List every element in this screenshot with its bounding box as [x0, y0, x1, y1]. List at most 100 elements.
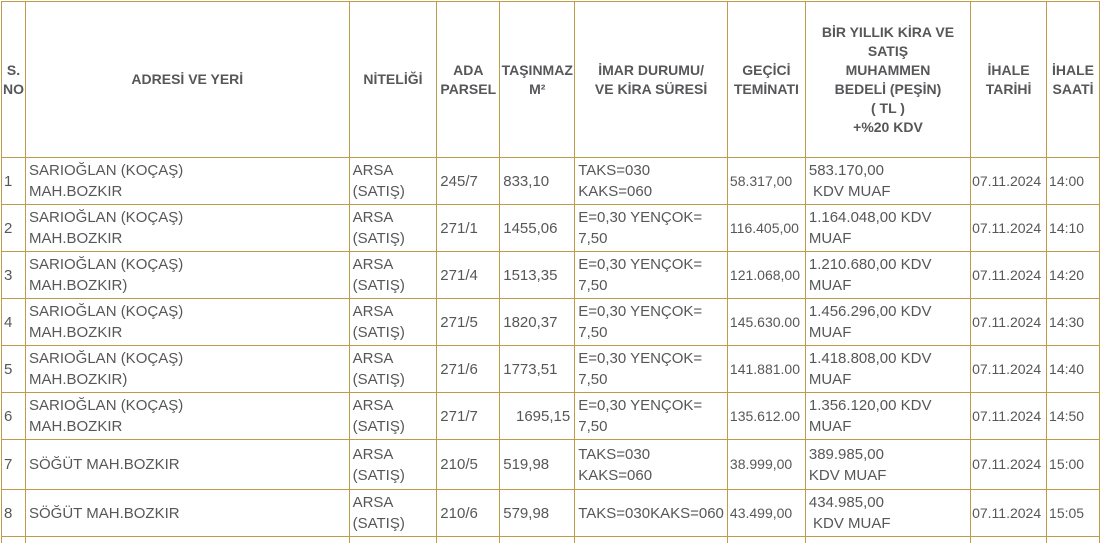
partial-cell [970, 536, 1048, 543]
table-row: 3 SARIOĞLAN (KOÇAŞ) MAH.BOZKIR) ARSA (SA… [1, 251, 1100, 299]
cell-ada-parsel: 271/4 [436, 251, 501, 299]
cell-adres: SARIOĞLAN (KOÇAŞ) MAH.BOZKIR [25, 157, 350, 205]
cell-sno: 7 [1, 439, 26, 490]
cell-bedel: 1.456.296,00 KDV MUAF [804, 298, 972, 346]
header-imar: İMAR DURUMU/ VE KİRA SÜRESİ [574, 1, 728, 158]
cell-nitelik: ARSA (SATIŞ) [348, 204, 438, 252]
partial-row [1, 536, 1100, 543]
cell-adres: SARIOĞLAN (KOÇAŞ) MAH.BOZKIR) [25, 251, 350, 299]
header-row: S. NO ADRESİ VE YERİ NİTELİĞİ ADA PARSEL… [1, 1, 1100, 158]
table-header: S. NO ADRESİ VE YERİ NİTELİĞİ ADA PARSEL… [1, 1, 1100, 158]
table-row: 2 SARIOĞLAN (KOÇAŞ) MAH.BOZKIR ARSA (SAT… [1, 204, 1100, 252]
cell-nitelik: ARSA (SATIŞ) [348, 157, 438, 205]
cell-nitelik: ARSA (SATIŞ) [348, 392, 438, 440]
cell-saat: 14:40 [1046, 345, 1100, 393]
table-body: 1 SARIOĞLAN (KOÇAŞ) MAH.BOZKIR ARSA (SAT… [1, 157, 1100, 537]
cell-nitelik: ARSA (SATIŞ) [348, 439, 438, 490]
cell-teminat: 141.881.00 [726, 345, 806, 393]
partial-cell [436, 536, 501, 543]
cell-tarih: 07.11.2024 [970, 345, 1048, 393]
partial-cell [726, 536, 806, 543]
table-row: 8 SÖĞÜT MAH.BOZKIR ARSA (SATIŞ) 210/6 57… [1, 489, 1100, 537]
header-m2: TAŞINMAZ M² [499, 1, 576, 158]
cell-adres: SARIOĞLAN (KOÇAŞ) MAH.BOZKIR [25, 298, 350, 346]
cell-sno: 1 [1, 157, 26, 205]
table-row: 6 SARIOĞLAN (KOÇAŞ) MAH.BOZKIR ARSA (SAT… [1, 392, 1100, 440]
cell-tarih: 07.11.2024 [970, 439, 1048, 490]
cell-sno: 5 [1, 345, 26, 393]
cell-teminat: 58.317,00 [726, 157, 806, 205]
cell-m2: 1513,35 [499, 251, 576, 299]
cell-imar: E=0,30 YENÇOK= 7,50 [574, 298, 728, 346]
cell-tarih: 07.11.2024 [970, 298, 1048, 346]
cell-sno: 4 [1, 298, 26, 346]
cell-sno: 6 [1, 392, 26, 440]
partial-cell [1046, 536, 1100, 543]
cell-bedel: 1.356.120,00 KDV MUAF [804, 392, 972, 440]
cell-nitelik: ARSA (SATIŞ) [348, 489, 438, 537]
cell-ada-parsel: 245/7 [436, 157, 501, 205]
cell-ada-parsel: 271/7 [436, 392, 501, 440]
cell-tarih: 07.11.2024 [970, 489, 1048, 537]
cell-m2: 1455,06 [499, 204, 576, 252]
cell-ada-parsel: 210/5 [436, 439, 501, 490]
table-row: 1 SARIOĞLAN (KOÇAŞ) MAH.BOZKIR ARSA (SAT… [1, 157, 1100, 205]
cell-nitelik: ARSA (SATIŞ) [348, 298, 438, 346]
cell-imar: TAKS=030KAKS=060 [574, 489, 728, 537]
cell-teminat: 43.499,00 [726, 489, 806, 537]
cell-adres: SÖĞÜT MAH.BOZKIR [25, 489, 350, 537]
partial-cell [25, 536, 350, 543]
cell-sno: 2 [1, 204, 26, 252]
cell-nitelik: ARSA (SATIŞ) [348, 345, 438, 393]
cell-tarih: 07.11.2024 [970, 157, 1048, 205]
header-sno: S. NO [1, 1, 26, 158]
cell-m2: 519,98 [499, 439, 576, 490]
cell-teminat: 38.999,00 [726, 439, 806, 490]
cell-teminat: 135.612.00 [726, 392, 806, 440]
partial-cell [574, 536, 728, 543]
table-row: 7 SÖĞÜT MAH.BOZKIR ARSA (SATIŞ) 210/5 51… [1, 439, 1100, 490]
cell-saat: 14:00 [1046, 157, 1100, 205]
cell-m2: 1820,37 [499, 298, 576, 346]
cell-tarih: 07.11.2024 [970, 204, 1048, 252]
cell-m2: 1773,51 [499, 345, 576, 393]
cell-ada-parsel: 271/6 [436, 345, 501, 393]
cell-tarih: 07.11.2024 [970, 251, 1048, 299]
cell-teminat: 145.630.00 [726, 298, 806, 346]
header-teminat: GEÇİCİ TEMİNATI [726, 1, 806, 158]
header-nitelik: NİTELİĞİ [348, 1, 438, 158]
cell-bedel: 1.418.808,00 KDV MUAF [804, 345, 972, 393]
cell-adres: SARIOĞLAN (KOÇAŞ) MAH.BOZKIR [25, 204, 350, 252]
cell-imar: TAKS=030 KAKS=060 [574, 439, 728, 490]
cell-imar: E=0,30 YENÇOK= 7,50 [574, 204, 728, 252]
partial-cell [804, 536, 972, 543]
cell-saat: 14:50 [1046, 392, 1100, 440]
cell-saat: 14:20 [1046, 251, 1100, 299]
cell-imar: E=0,30 YENÇOK= 7,50 [574, 392, 728, 440]
cell-bedel: 1.210.680,00 KDV MUAF [804, 251, 972, 299]
cell-adres: SARIOĞLAN (KOÇAŞ) MAH.BOZKIR [25, 392, 350, 440]
cell-bedel: 583.170,00 KDV MUAF [804, 157, 972, 205]
cell-saat: 15:05 [1046, 489, 1100, 537]
cell-teminat: 121.068,00 [726, 251, 806, 299]
cell-m2: 579,98 [499, 489, 576, 537]
cell-ada-parsel: 271/1 [436, 204, 501, 252]
cell-adres: SÖĞÜT MAH.BOZKIR [25, 439, 350, 490]
cell-tarih: 07.11.2024 [970, 392, 1048, 440]
table-row: 4 SARIOĞLAN (KOÇAŞ) MAH.BOZKIR ARSA (SAT… [1, 298, 1100, 346]
header-bedel: BİR YILLIK KİRA VE SATIŞ MUHAMMEN BEDELİ… [804, 1, 972, 158]
cell-bedel: 434.985,00 KDV MUAF [804, 489, 972, 537]
cell-ada-parsel: 271/5 [436, 298, 501, 346]
partial-cell [1, 536, 26, 543]
cell-m2: 833,10 [499, 157, 576, 205]
cell-nitelik: ARSA (SATIŞ) [348, 251, 438, 299]
header-adres: ADRESİ VE YERİ [25, 1, 350, 158]
partial-cell [499, 536, 576, 543]
cell-bedel: 389.985,00 KDV MUAF [804, 439, 972, 490]
partial-cell [348, 536, 438, 543]
header-ada-parsel: ADA PARSEL [436, 1, 501, 158]
cell-m2: 1695,15 [499, 392, 576, 440]
cell-imar: E=0,30 YENÇOK= 7,50 [574, 345, 728, 393]
table-row: 5 SARIOĞLAN (KOÇAŞ) MAH.BOZKIR) ARSA (SA… [1, 345, 1100, 393]
